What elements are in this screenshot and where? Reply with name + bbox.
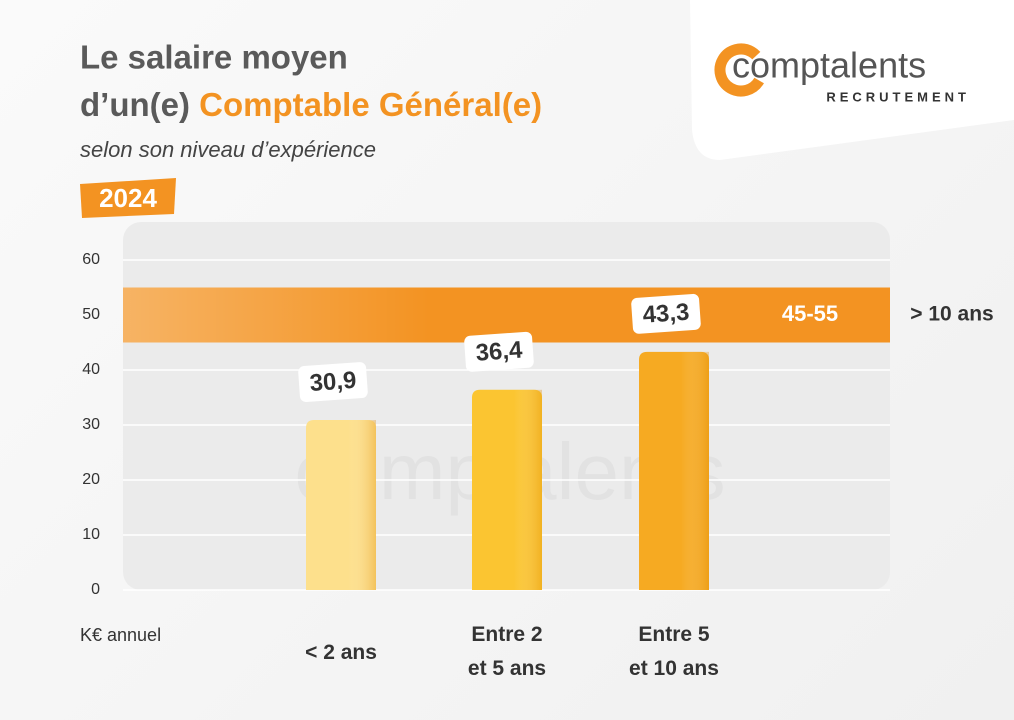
value-label: 36,4	[475, 337, 524, 367]
title: Le salaire moyen	[80, 39, 348, 76]
y-tick-label: 20	[82, 471, 100, 488]
subtitle: selon son niveau d’expérience	[80, 137, 376, 162]
bar-shade	[639, 351, 709, 590]
title-highlight: Comptable Général(e)	[199, 86, 542, 123]
x-tick-label: < 2 ans	[305, 641, 377, 664]
x-tick-label: Entre 2 et 5 ans	[467, 623, 547, 680]
logo-tagline: RECRUTEMENT	[826, 89, 970, 104]
value-label-box	[464, 331, 534, 372]
value-label-group: 43,3	[631, 293, 701, 334]
range-band-label: 45-55	[782, 301, 838, 326]
year: 2024	[99, 183, 157, 213]
y-tick-label: 60	[82, 251, 100, 268]
value-label-group: 30,9	[298, 362, 368, 402]
year-badge	[80, 178, 176, 218]
value-label-box	[298, 362, 368, 402]
bar-shade	[306, 420, 376, 590]
title: d’un(e) Comptable Général(e)	[80, 86, 542, 123]
y-unit-label: K€ annuel	[80, 625, 161, 645]
y-tick-label: 40	[82, 361, 100, 378]
value-label-box	[631, 293, 701, 334]
y-tick-label: 30	[82, 416, 100, 433]
bar-shade	[472, 389, 542, 590]
value-label: 43,3	[642, 299, 690, 329]
y-tick-label: 10	[82, 526, 100, 543]
logo-icon	[714, 43, 768, 97]
logo-panel	[690, 0, 1014, 160]
value-label: 30,9	[309, 367, 357, 397]
x-tick-label: Entre 5 et 10 ans	[629, 623, 719, 680]
logo-name: comptalents	[732, 45, 926, 86]
range-band-category: > 10 ans	[910, 303, 993, 326]
y-tick-label: 50	[82, 306, 100, 323]
title-prefix: d’un(e)	[80, 86, 190, 123]
y-tick-label: 0	[91, 581, 100, 598]
value-label-group: 36,4	[464, 331, 534, 372]
